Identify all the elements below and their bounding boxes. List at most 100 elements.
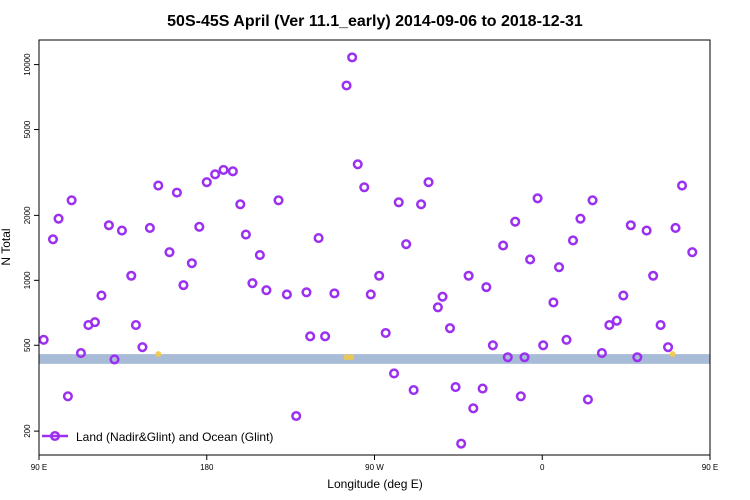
data-point bbox=[561, 334, 572, 345]
data-point bbox=[218, 164, 229, 175]
data-point bbox=[456, 438, 467, 449]
plot-frame bbox=[38, 39, 711, 456]
data-point bbox=[380, 327, 391, 339]
data-point bbox=[423, 177, 434, 188]
y-tick-label: 2000 bbox=[23, 206, 32, 224]
data-point bbox=[687, 247, 698, 258]
data-point bbox=[126, 270, 137, 281]
data-point bbox=[532, 193, 543, 204]
data-point bbox=[240, 229, 251, 240]
data-point bbox=[320, 331, 331, 342]
data-point bbox=[273, 195, 284, 206]
data-point bbox=[359, 182, 370, 193]
data-point bbox=[103, 220, 114, 231]
data-point bbox=[502, 352, 513, 363]
data-point bbox=[655, 320, 666, 331]
data-point bbox=[62, 391, 73, 402]
data-point bbox=[538, 340, 549, 351]
data-point bbox=[291, 410, 302, 422]
data-point bbox=[210, 169, 221, 180]
data-point bbox=[365, 289, 376, 300]
data-point bbox=[587, 195, 598, 206]
data-point bbox=[611, 315, 622, 326]
data-point bbox=[618, 290, 629, 301]
data-point bbox=[254, 249, 265, 261]
data-point bbox=[432, 302, 443, 313]
data-point bbox=[670, 222, 681, 233]
chart-title: 50S-45S April (Ver 11.1_early) 2014-09-0… bbox=[167, 13, 583, 30]
reference-band bbox=[39, 354, 710, 364]
legend-label: Land (Nadir&Glint) and Ocean (Glint) bbox=[76, 430, 273, 444]
data-point bbox=[632, 352, 643, 363]
y-tick-label: 1000 bbox=[23, 271, 32, 289]
data-point bbox=[553, 262, 565, 273]
data-point bbox=[164, 247, 175, 258]
y-tick-label: 500 bbox=[23, 338, 32, 352]
data-point bbox=[130, 320, 141, 331]
data-point bbox=[153, 180, 164, 191]
data-point bbox=[676, 180, 688, 191]
data-point bbox=[625, 220, 636, 231]
data-point bbox=[313, 233, 324, 244]
data-point bbox=[519, 352, 530, 363]
data-point bbox=[235, 199, 246, 210]
faint-point bbox=[155, 351, 162, 358]
data-point bbox=[582, 394, 593, 405]
data-point bbox=[596, 348, 607, 359]
data-point bbox=[137, 342, 148, 353]
data-point bbox=[186, 258, 197, 269]
data-point bbox=[171, 187, 182, 198]
faint-points-layer bbox=[155, 351, 676, 361]
data-point bbox=[515, 391, 526, 402]
data-point bbox=[347, 52, 358, 63]
x-tick-label: 90 E bbox=[31, 463, 47, 472]
data-point bbox=[109, 354, 120, 365]
data-point bbox=[444, 323, 456, 334]
x-tick-label: 90 E bbox=[702, 463, 718, 472]
y-tick-label: 10000 bbox=[23, 53, 32, 76]
data-point bbox=[38, 334, 49, 345]
data-point bbox=[548, 297, 559, 308]
data-point bbox=[408, 385, 419, 396]
x-axis: 90 E 180 90 W 0 90 E bbox=[31, 455, 718, 472]
data-points-layer bbox=[38, 52, 698, 449]
y-tick-label: 5000 bbox=[23, 120, 32, 138]
data-point bbox=[66, 195, 77, 206]
data-point bbox=[567, 235, 579, 246]
data-point bbox=[201, 177, 212, 188]
data-point bbox=[604, 320, 615, 331]
faint-point bbox=[348, 354, 355, 361]
x-tick-label: 180 bbox=[200, 463, 214, 472]
data-point bbox=[437, 291, 448, 302]
data-point bbox=[477, 383, 488, 394]
y-axis-label: N Total bbox=[0, 228, 13, 265]
data-point bbox=[341, 80, 352, 91]
faint-point bbox=[669, 351, 676, 358]
data-point bbox=[481, 282, 492, 293]
data-point bbox=[194, 221, 205, 232]
data-point bbox=[463, 270, 474, 281]
data-point bbox=[261, 285, 272, 296]
data-point bbox=[75, 348, 86, 359]
data-point bbox=[641, 225, 652, 236]
data-point bbox=[178, 280, 189, 291]
data-point bbox=[305, 331, 316, 342]
reference-band-layer bbox=[39, 354, 710, 364]
data-point bbox=[47, 234, 59, 245]
data-point bbox=[416, 199, 427, 210]
data-point bbox=[89, 317, 100, 328]
data-point bbox=[389, 368, 400, 379]
data-point bbox=[487, 340, 498, 351]
data-point bbox=[374, 270, 385, 281]
data-point bbox=[96, 290, 107, 301]
data-point bbox=[450, 382, 461, 393]
faint-point bbox=[343, 354, 350, 361]
x-tick-label: 0 bbox=[540, 463, 545, 472]
data-point bbox=[247, 278, 258, 289]
legend: Land (Nadir&Glint) and Ocean (Glint) bbox=[42, 430, 273, 444]
x-axis-label: Longitude (deg E) bbox=[327, 477, 422, 491]
data-point bbox=[301, 287, 312, 298]
data-point bbox=[144, 222, 155, 233]
data-point bbox=[329, 288, 340, 299]
